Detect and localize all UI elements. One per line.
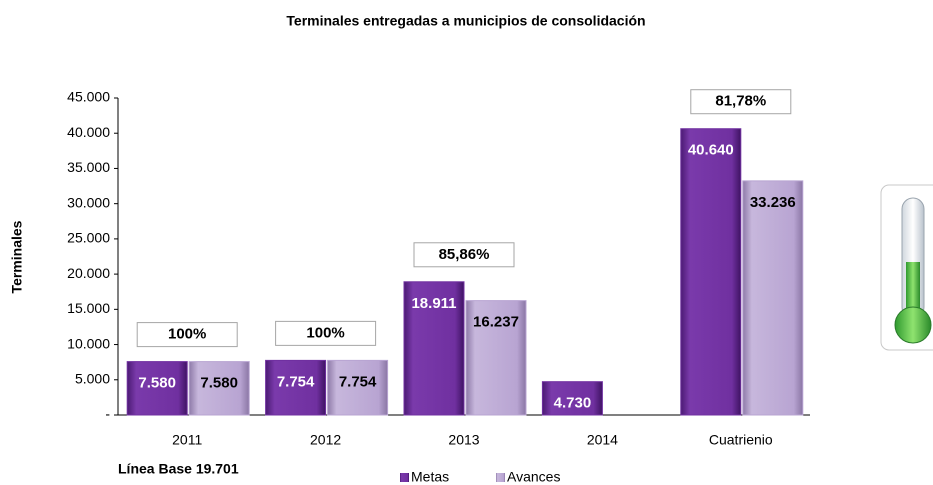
value-label: 33.236: [750, 194, 796, 211]
percent-label: 81,78%: [715, 93, 766, 110]
thermometer-icon: [880, 184, 933, 351]
bar: [680, 128, 742, 416]
bar: [126, 361, 188, 416]
percent-box: [136, 322, 238, 348]
value-label: 7.580: [200, 375, 238, 392]
value-label: 16.237: [473, 314, 519, 331]
y-tick-label: 20.000: [67, 265, 110, 281]
bar: [403, 281, 465, 416]
x-tick-label: 2013: [448, 432, 479, 448]
y-tick-label: 45.000: [67, 89, 110, 105]
y-tick-label: 30.000: [67, 194, 110, 210]
x-tick-label: 2011: [172, 432, 202, 448]
bar: [265, 359, 327, 416]
value-label: 7.754: [339, 373, 377, 390]
y-tick-label: 15.000: [67, 300, 110, 316]
bar: [541, 381, 603, 416]
legend-label: Avances: [507, 469, 560, 485]
percent-label: 85,86%: [439, 246, 490, 263]
y-tick-label: 5.000: [75, 370, 110, 386]
bar: [188, 361, 250, 416]
x-tick-label: 2012: [310, 432, 341, 448]
bar: [327, 359, 389, 416]
x-tick-label: 2014: [587, 432, 618, 448]
y-axis-label: Terminales: [9, 220, 25, 293]
value-label: 7.754: [277, 373, 315, 390]
legend-swatch: [400, 473, 409, 482]
chart-title: Terminales entregadas a municipios de co…: [286, 13, 645, 29]
percent-box: [690, 89, 792, 115]
value-label: 18.911: [411, 295, 456, 312]
bar: [742, 180, 804, 416]
bar: [465, 300, 527, 416]
annotation: Línea Base 19.701: [118, 461, 239, 477]
value-label: 4.730: [554, 395, 592, 412]
y-tick-label: 10.000: [67, 335, 110, 351]
percent-box: [413, 242, 515, 268]
x-tick-label: Cuatrienio: [709, 432, 773, 448]
legend-swatch: [496, 473, 505, 482]
percent-box: [275, 320, 377, 346]
y-tick-label: 40.000: [67, 124, 110, 140]
y-tick-label: -: [105, 406, 110, 422]
value-label: 7.580: [138, 375, 176, 392]
percent-label: 100%: [306, 324, 344, 341]
y-tick-label: 35.000: [67, 159, 110, 175]
y-tick-label: 25.000: [67, 230, 110, 246]
legend-label: Metas: [411, 469, 449, 485]
percent-label: 100%: [168, 326, 206, 343]
value-label: 40.640: [688, 142, 734, 159]
